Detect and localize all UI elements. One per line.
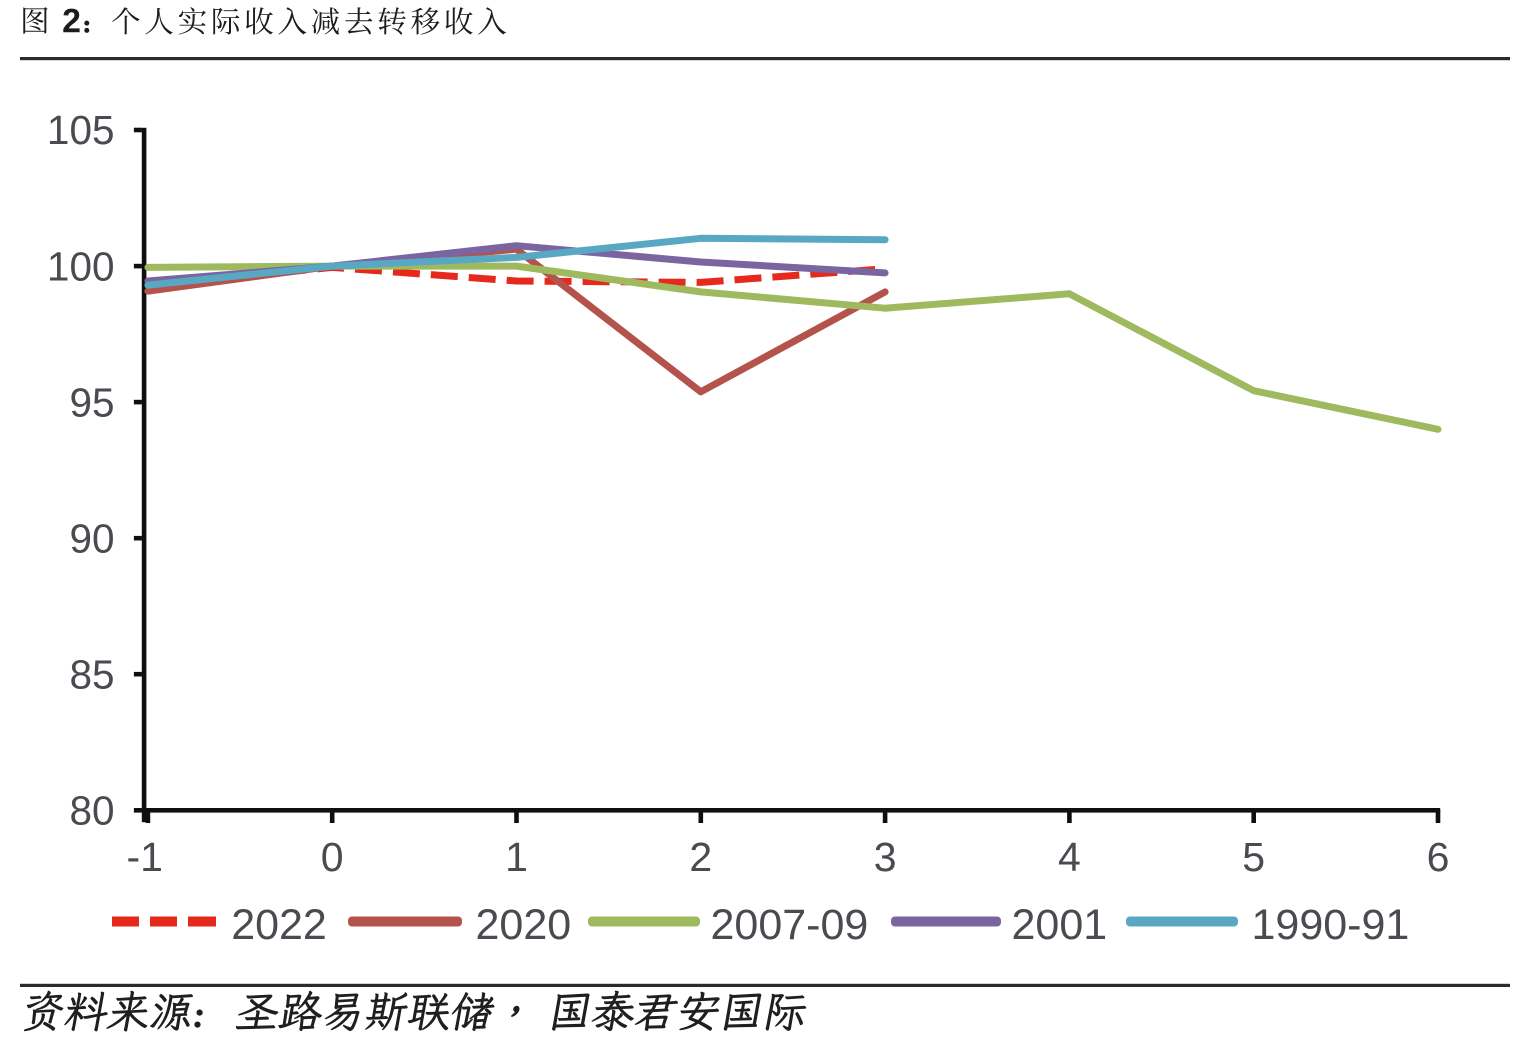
svg-text:4: 4 [1058, 834, 1081, 880]
svg-text:2007-09: 2007-09 [711, 901, 869, 949]
svg-text:5: 5 [1242, 834, 1265, 880]
svg-text:2001: 2001 [1012, 901, 1108, 949]
svg-text:80: 80 [69, 788, 114, 834]
svg-text:-1: -1 [126, 834, 162, 880]
svg-text:90: 90 [69, 515, 114, 561]
svg-text:95: 95 [69, 379, 114, 425]
svg-text:3: 3 [874, 834, 897, 880]
svg-text:6: 6 [1427, 834, 1450, 880]
svg-text:2022: 2022 [231, 901, 327, 949]
svg-text:2: 2 [689, 834, 712, 880]
svg-text:1: 1 [505, 834, 528, 880]
svg-text:105: 105 [47, 107, 115, 153]
svg-text:1990-91: 1990-91 [1252, 901, 1410, 949]
svg-text:100: 100 [47, 243, 115, 289]
svg-text:85: 85 [69, 651, 114, 697]
svg-text:0: 0 [321, 834, 344, 880]
svg-text:2020: 2020 [476, 901, 572, 949]
